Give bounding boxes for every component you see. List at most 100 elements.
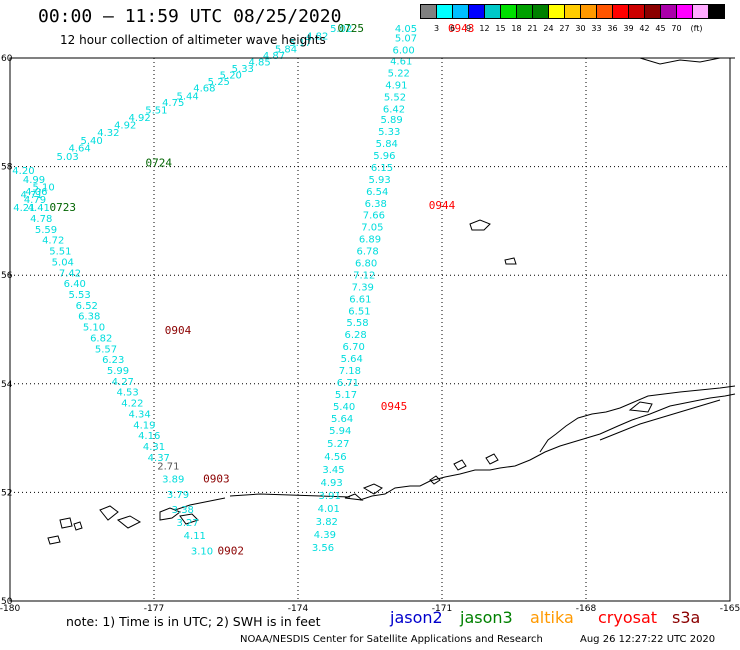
swh-value: 6.78: [356, 247, 378, 258]
footer-timestamp: Aug 26 12:27:22 UTC 2020: [580, 634, 716, 645]
swh-value: 5.40: [80, 136, 102, 147]
swh-value: 5.94: [329, 426, 351, 437]
swh-value: 4.05: [395, 24, 417, 35]
legend-swatch: [484, 4, 501, 19]
page-title: 00:00 – 11:59 UTC 08/25/2020: [38, 6, 342, 27]
swh-value: 4.72: [42, 236, 64, 247]
swh-value: 4.93: [320, 478, 342, 489]
legend-label: 36: [607, 24, 618, 33]
time-label: 0723: [50, 201, 77, 214]
legend-label: 3: [433, 24, 440, 33]
swh-value: 3.56: [312, 543, 334, 554]
swh-value: 6.38: [365, 199, 387, 210]
page-subtitle: 12 hour collection of altimeter wave hei…: [60, 33, 326, 47]
legend-swatch: [628, 4, 645, 19]
swh-value: 5.64: [331, 414, 353, 425]
swh-value: 5.27: [327, 439, 349, 450]
x-tick-label: -171: [432, 604, 452, 614]
satellite-altika: altika: [530, 608, 574, 627]
swh-value: 5.40: [333, 402, 355, 413]
swh-value: 4.61: [390, 57, 412, 68]
swh-value: 6.89: [359, 235, 381, 246]
legend-swatch: [676, 4, 693, 19]
x-tick-label: -180: [0, 604, 20, 614]
legend-label: 70: [671, 24, 682, 33]
time-label: 0903: [203, 473, 230, 486]
swh-value: 6.23: [102, 355, 124, 366]
swh-value: 7.12: [353, 270, 375, 281]
swh-value: 4.11: [184, 531, 206, 542]
swh-value: 6.61: [349, 294, 371, 305]
legend-swatch: [500, 4, 517, 19]
legend-swatch: [436, 4, 453, 19]
swh-value: 6.00: [392, 46, 414, 57]
time-label: 0902: [218, 544, 245, 557]
swh-value: 6.70: [343, 342, 365, 353]
swh-value: 4.91: [385, 80, 407, 91]
swh-value: 4.27: [112, 377, 134, 388]
swh-value: 5.20: [220, 71, 242, 82]
x-tick-label: -165: [720, 604, 740, 614]
map-frame: [9, 57, 731, 602]
swh-value: 5.17: [335, 390, 357, 401]
swh-value: 4.41: [28, 203, 50, 214]
y-tick-label: 58: [1, 163, 13, 173]
satellite-cryosat: cryosat: [598, 608, 658, 627]
legend-label: 39: [623, 24, 634, 33]
y-tick-label: 52: [1, 488, 12, 498]
swh-value: 6.42: [383, 104, 405, 115]
swh-value: 6.15: [371, 163, 393, 174]
swh-value: 2.71: [157, 462, 179, 473]
swh-value: 5.52: [384, 92, 406, 103]
x-tick-label: -174: [288, 604, 309, 614]
swh-value: 5.84: [275, 45, 297, 56]
swh-value: 6.52: [76, 301, 98, 312]
legend-swatch: [420, 4, 437, 19]
swh-value: 5.84: [376, 139, 398, 150]
swh-value: 5.53: [68, 290, 90, 301]
swh-value: 4.32: [97, 128, 119, 139]
legend-label: 12: [479, 24, 490, 33]
swh-value: 4.01: [318, 504, 340, 515]
legend-label: 42: [639, 24, 650, 33]
swh-value: 6.54: [366, 187, 388, 198]
legend-label: 45: [655, 24, 666, 33]
swh-value: 4.64: [68, 143, 90, 154]
legend-swatch: [612, 4, 629, 19]
y-tick-label: 50: [1, 597, 13, 607]
legend-swatch: [692, 4, 709, 19]
swh-value: 7.18: [339, 366, 361, 377]
time-label: 0724: [146, 157, 173, 170]
swh-value: 3.10: [191, 546, 213, 557]
swh-value: 3.91: [319, 491, 341, 502]
legend-label: 18: [511, 24, 522, 33]
swh-value: 3.79: [167, 490, 189, 501]
swh-value: 3.38: [172, 505, 194, 516]
satellite-jason3: jason3: [460, 608, 513, 627]
swh-value: 7.66: [363, 211, 385, 222]
swh-value: 4.37: [148, 453, 170, 464]
swh-value: 7.42: [59, 268, 81, 279]
swh-value: 6.40: [64, 279, 86, 290]
swh-value: 4.82: [306, 32, 328, 43]
swh-value: 4.06: [25, 187, 47, 198]
swh-value: 3.82: [316, 517, 338, 528]
x-tick-label: -168: [576, 604, 597, 614]
legend-swatch: [452, 4, 469, 19]
legend-swatch: [564, 4, 581, 19]
footer-credit: NOAA/NESDIS Center for Satellite Applica…: [240, 634, 543, 645]
swh-value: 4.34: [128, 409, 150, 420]
swh-value: 4.71: [20, 190, 42, 201]
legend-swatch: [580, 4, 597, 19]
swh-value: 5.10: [83, 323, 105, 334]
legend-swatch: [532, 4, 549, 19]
legend-label: 27: [559, 24, 570, 33]
swh-value: 4.75: [162, 98, 184, 109]
swh-value: 5.10: [32, 182, 54, 193]
y-tick-label: 60: [1, 54, 13, 64]
swh-value: 4.87: [263, 51, 285, 62]
swh-value: 6.80: [355, 259, 377, 270]
swh-value: 5.51: [145, 105, 167, 116]
swh-value: 4.92: [128, 113, 150, 124]
